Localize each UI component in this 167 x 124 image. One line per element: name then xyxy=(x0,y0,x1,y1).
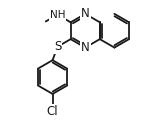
Text: N: N xyxy=(81,7,90,20)
Text: Cl: Cl xyxy=(47,105,58,118)
Text: NH: NH xyxy=(50,10,65,20)
Text: S: S xyxy=(54,40,61,53)
Text: N: N xyxy=(81,41,90,54)
